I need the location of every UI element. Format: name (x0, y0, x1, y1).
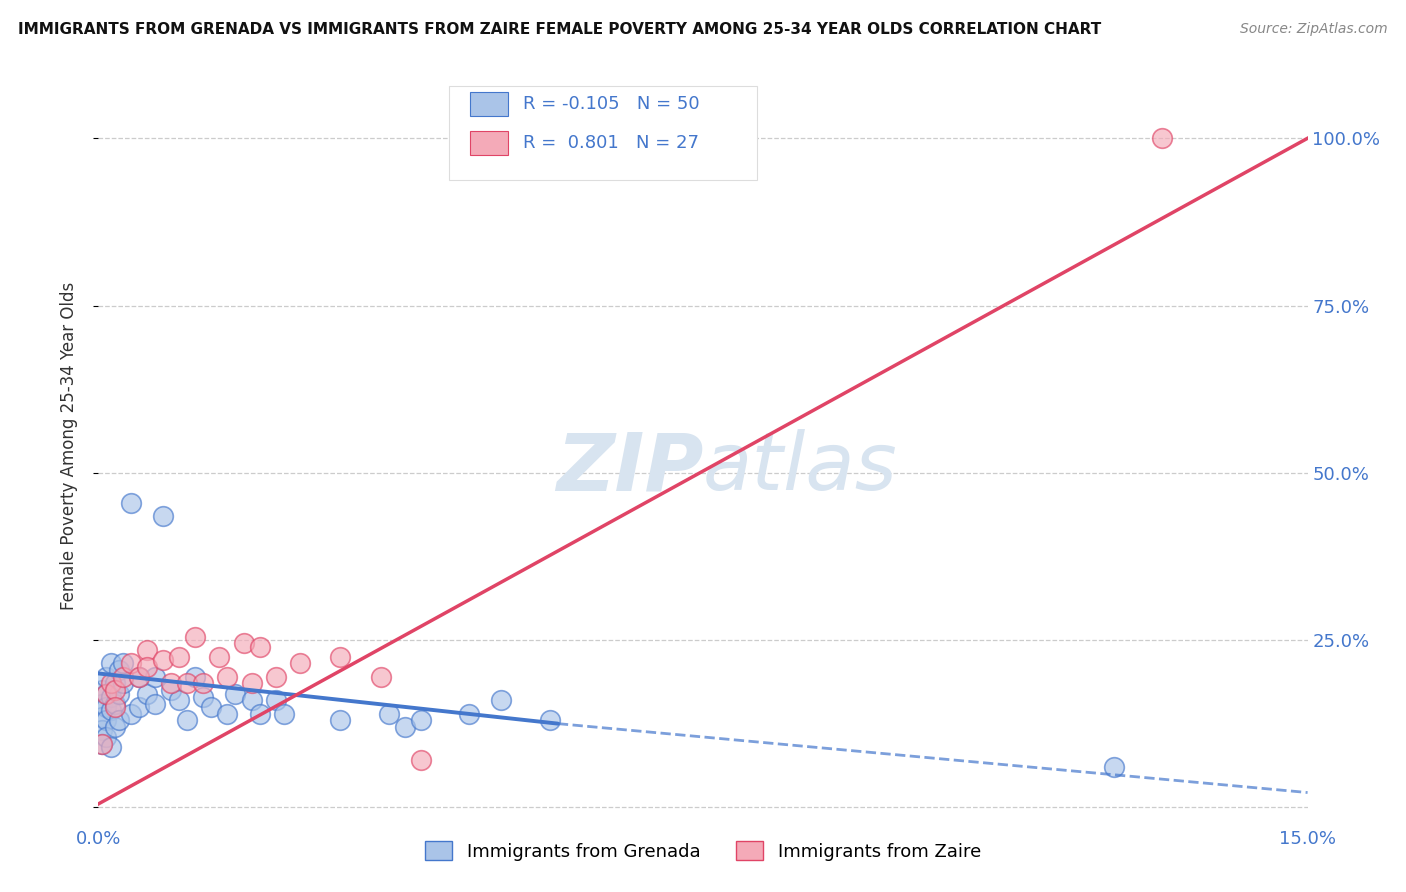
Point (208, 649, 231, 664)
Point (128, 670, 150, 684)
Point (100, 740, 122, 755)
Point (249, 640, 271, 654)
Point (100, 703, 122, 717)
Text: R = -0.105   N = 50: R = -0.105 N = 50 (523, 95, 699, 112)
Point (160, 683, 183, 698)
Point (103, 700, 125, 714)
Point (96, 687, 118, 701)
Point (409, 714, 432, 728)
FancyBboxPatch shape (470, 92, 509, 116)
Point (120, 706, 142, 721)
Point (329, 714, 352, 728)
Point (107, 714, 129, 728)
Point (409, 753, 432, 767)
Point (394, 720, 416, 734)
Point (91, 737, 114, 751)
Text: Source: ZipAtlas.com: Source: ZipAtlas.com (1240, 22, 1388, 37)
Text: R =  0.801   N = 27: R = 0.801 N = 27 (523, 134, 699, 152)
Point (135, 687, 157, 701)
Point (143, 670, 166, 684)
Point (111, 670, 134, 684)
Point (107, 687, 129, 701)
Point (135, 660, 157, 674)
Point (103, 720, 125, 734)
Point (224, 687, 246, 701)
Point (96, 670, 118, 684)
Point (217, 706, 239, 721)
Point (491, 693, 513, 707)
Point (193, 690, 215, 704)
Point (143, 697, 166, 711)
Text: atlas: atlas (703, 429, 898, 508)
Point (100, 657, 122, 671)
Point (240, 693, 263, 707)
Text: ZIP: ZIP (555, 429, 703, 508)
Point (249, 706, 271, 721)
Point (91, 737, 114, 751)
Point (176, 676, 198, 690)
Point (184, 630, 207, 644)
Point (91, 697, 114, 711)
Point (288, 657, 311, 671)
Point (128, 670, 150, 684)
Point (111, 676, 134, 690)
Point (91, 683, 114, 698)
Text: IMMIGRANTS FROM GRENADA VS IMMIGRANTS FROM ZAIRE FEMALE POVERTY AMONG 25-34 YEAR: IMMIGRANTS FROM GRENADA VS IMMIGRANTS FR… (18, 22, 1101, 37)
Point (107, 663, 129, 677)
Point (167, 649, 190, 664)
Point (96, 714, 118, 728)
Point (160, 676, 183, 690)
Point (100, 690, 122, 704)
Point (96, 730, 118, 744)
Point (96, 700, 118, 714)
Point (120, 496, 142, 510)
Point (176, 714, 198, 728)
Point (135, 643, 157, 657)
Point (111, 657, 134, 671)
Legend: Immigrants from Grenada, Immigrants from Zaire: Immigrants from Grenada, Immigrants from… (418, 833, 988, 868)
Point (184, 670, 207, 684)
Point (193, 676, 215, 690)
Point (152, 653, 174, 667)
Point (100, 676, 122, 690)
Point (377, 706, 399, 721)
Point (103, 676, 125, 690)
Point (128, 700, 150, 714)
Point (264, 693, 287, 707)
Point (538, 714, 561, 728)
Point (458, 706, 481, 721)
Point (152, 509, 174, 524)
Point (240, 676, 263, 690)
FancyBboxPatch shape (470, 130, 509, 154)
Point (232, 636, 254, 650)
Point (103, 683, 125, 698)
Point (91, 710, 114, 724)
Point (1102, 760, 1125, 774)
Point (329, 649, 352, 664)
Point (96, 687, 118, 701)
Point (264, 670, 287, 684)
Point (200, 700, 222, 714)
Point (273, 706, 295, 721)
Point (167, 693, 190, 707)
Point (91, 723, 114, 738)
Y-axis label: Female Poverty Among 25-34 Year Olds: Female Poverty Among 25-34 Year Olds (59, 282, 77, 610)
Point (103, 697, 125, 711)
Point (1152, 131, 1174, 145)
Point (120, 657, 142, 671)
Point (217, 670, 239, 684)
Point (370, 670, 392, 684)
FancyBboxPatch shape (449, 87, 758, 180)
